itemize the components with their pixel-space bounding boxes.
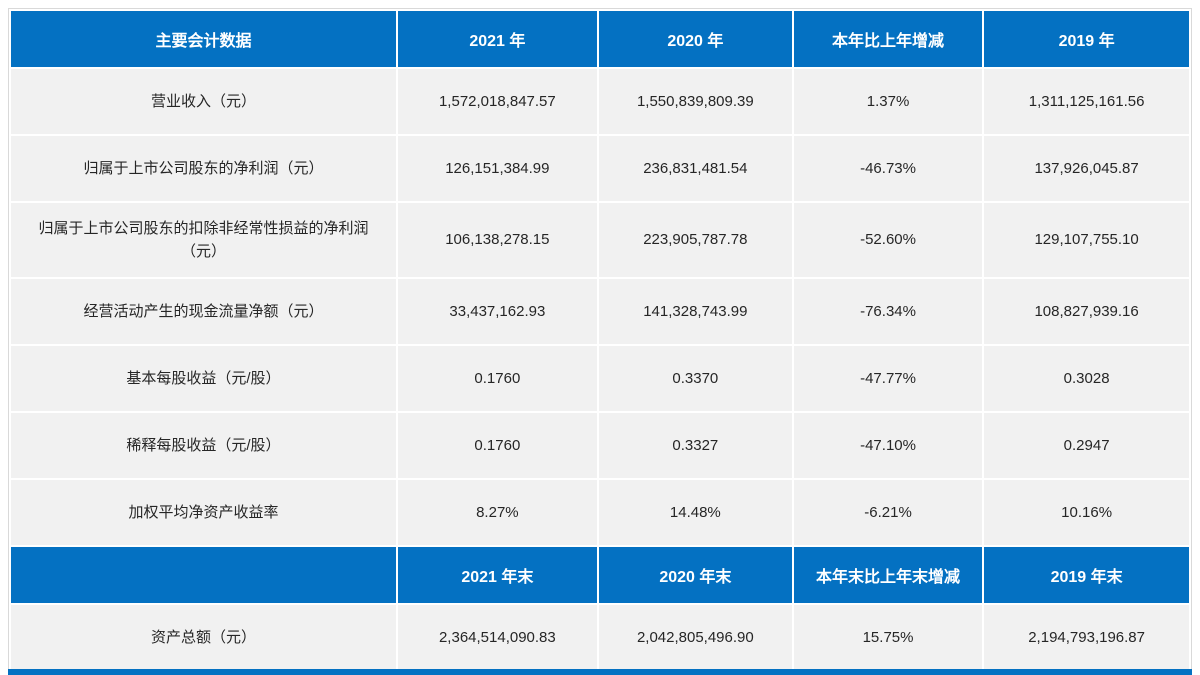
row-label: 营业收入（元）: [11, 69, 396, 134]
value-2020: 14.48%: [598, 480, 792, 545]
header-cell-2020-end: 2020 年末: [598, 547, 792, 603]
value-2020: 141,328,743.99: [598, 279, 792, 344]
row-label-line1: 归属于上市公司股东的扣除非经常性损益的净利润: [38, 219, 369, 237]
table-row-weighted-avg-roe: 加权平均净资产收益率 8.27% 14.48% -6.21% 10.16%: [11, 480, 1189, 545]
value-change: -76.34%: [793, 279, 983, 344]
value-2020: 0.3370: [598, 346, 792, 411]
value-2021: 0.1760: [397, 413, 597, 478]
value-2020: 0.3327: [598, 413, 792, 478]
header-cell-empty: [11, 547, 396, 603]
value-change: 1.37%: [793, 69, 983, 134]
value-change: -47.77%: [793, 346, 983, 411]
table-row-total-assets: 资产总额（元） 2,364,514,090.83 2,042,805,496.9…: [11, 605, 1189, 670]
value-2019: 108,827,939.16: [984, 279, 1189, 344]
header-row-year-end: 2021 年末 2020 年末 本年末比上年末增减 2019 年末: [11, 547, 1189, 603]
table-row-net-profit-excl-nonrecurring: 归属于上市公司股东的扣除非经常性损益的净利润 （元） 106,138,278.1…: [11, 203, 1189, 277]
header-row-annual: 主要会计数据 2021 年 2020 年 本年比上年增减 2019 年: [11, 11, 1189, 67]
value-2021-end: 2,364,514,090.83: [397, 605, 597, 670]
header-cell-2020: 2020 年: [598, 11, 792, 67]
header-cell-2019-end: 2019 年末: [984, 547, 1189, 603]
value-2021: 0.1760: [397, 346, 597, 411]
header-cell-end-change: 本年末比上年末增减: [793, 547, 983, 603]
value-2021: 33,437,162.93: [397, 279, 597, 344]
value-change: -52.60%: [793, 203, 983, 277]
table-row-diluted-eps: 稀释每股收益（元/股） 0.1760 0.3327 -47.10% 0.2947: [11, 413, 1189, 478]
value-change: -46.73%: [793, 136, 983, 201]
value-2019: 10.16%: [984, 480, 1189, 545]
table-row-revenue: 营业收入（元） 1,572,018,847.57 1,550,839,809.3…: [11, 69, 1189, 134]
value-2020: 1,550,839,809.39: [598, 69, 792, 134]
value-2019: 1,311,125,161.56: [984, 69, 1189, 134]
value-2021: 106,138,278.15: [397, 203, 597, 277]
row-label-line2: （元）: [180, 243, 226, 260]
header-cell-2021-end: 2021 年末: [397, 547, 597, 603]
value-2019-end: 2,194,793,196.87: [984, 605, 1189, 670]
partial-next-header-bar: [8, 669, 1192, 675]
table-row-net-profit: 归属于上市公司股东的净利润（元） 126,151,384.99 236,831,…: [11, 136, 1189, 201]
value-change: -6.21%: [793, 480, 983, 545]
row-label: 经营活动产生的现金流量净额（元）: [11, 279, 396, 344]
value-2019: 129,107,755.10: [984, 203, 1189, 277]
row-label: 稀释每股收益（元/股）: [11, 413, 396, 478]
row-label: 归属于上市公司股东的扣除非经常性损益的净利润 （元）: [11, 203, 396, 277]
value-2019: 0.3028: [984, 346, 1189, 411]
header-cell-main-title: 主要会计数据: [11, 11, 396, 67]
header-cell-2021: 2021 年: [397, 11, 597, 67]
value-end-change: 15.75%: [793, 605, 983, 670]
key-accounting-data-table: 主要会计数据 2021 年 2020 年 本年比上年增减 2019 年 营业收入…: [8, 8, 1192, 675]
row-label: 资产总额（元）: [11, 605, 396, 670]
row-label: 基本每股收益（元/股）: [11, 346, 396, 411]
value-change: -47.10%: [793, 413, 983, 478]
value-2019: 0.2947: [984, 413, 1189, 478]
value-2021: 1,572,018,847.57: [397, 69, 597, 134]
header-cell-change: 本年比上年增减: [793, 11, 983, 67]
value-2020: 223,905,787.78: [598, 203, 792, 277]
row-label: 归属于上市公司股东的净利润（元）: [11, 136, 396, 201]
value-2020-end: 2,042,805,496.90: [598, 605, 792, 670]
value-2021: 126,151,384.99: [397, 136, 597, 201]
header-cell-2019: 2019 年: [984, 11, 1189, 67]
table-row-operating-cash-flow: 经营活动产生的现金流量净额（元） 33,437,162.93 141,328,7…: [11, 279, 1189, 344]
row-label: 加权平均净资产收益率: [11, 480, 396, 545]
table-row-basic-eps: 基本每股收益（元/股） 0.1760 0.3370 -47.77% 0.3028: [11, 346, 1189, 411]
value-2019: 137,926,045.87: [984, 136, 1189, 201]
value-2020: 236,831,481.54: [598, 136, 792, 201]
value-2021: 8.27%: [397, 480, 597, 545]
